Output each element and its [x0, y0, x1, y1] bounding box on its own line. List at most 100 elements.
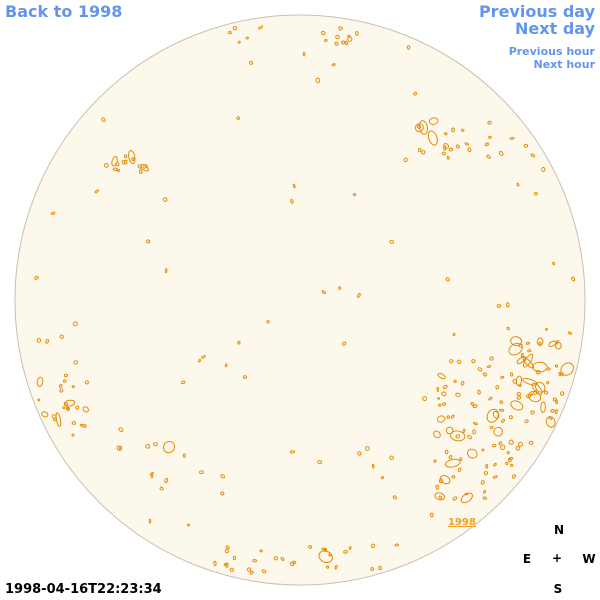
contour-mark	[506, 302, 510, 308]
contour-mark	[153, 442, 158, 447]
contour-mark	[224, 563, 229, 568]
contour-mark	[224, 548, 230, 554]
contour-mark	[422, 396, 428, 402]
contour-mark	[484, 142, 489, 147]
contour-mark	[482, 496, 487, 500]
contour-mark	[220, 474, 226, 479]
contour-mark	[445, 426, 454, 435]
contour-mark	[121, 160, 126, 165]
contour-mark	[242, 375, 248, 379]
contour-mark	[525, 341, 531, 345]
contour-mark	[510, 372, 514, 377]
contour-mark	[237, 40, 241, 44]
next-hour-link[interactable]: Next hour	[533, 58, 596, 71]
contour-mark	[82, 406, 89, 413]
contour-mark	[438, 403, 442, 407]
contour-mark	[510, 336, 523, 347]
contour-mark	[444, 449, 449, 455]
contour-mark	[530, 393, 534, 396]
contour-mark	[228, 30, 232, 35]
contour-mark	[467, 147, 472, 153]
contour-mark	[128, 149, 136, 165]
contour-mark	[534, 191, 538, 196]
contour-mark	[552, 261, 556, 266]
contour-mark	[441, 151, 446, 156]
contour-mark	[434, 492, 446, 501]
contour-mark	[302, 52, 306, 57]
contour-mark	[506, 326, 510, 331]
contour-mark	[541, 167, 546, 172]
contour-mark	[370, 567, 375, 571]
contour-mark	[63, 399, 76, 407]
contour-mark	[72, 321, 78, 327]
contour-mark	[487, 120, 492, 125]
next-day-link[interactable]: Next day	[515, 19, 595, 38]
contour-mark	[51, 414, 57, 419]
contour-mark	[321, 547, 327, 551]
contour-mark	[522, 357, 535, 369]
contour-mark	[36, 376, 44, 387]
contour-mark	[433, 430, 441, 439]
contour-mark	[496, 304, 502, 308]
contour-mark	[486, 154, 491, 159]
region-label-link[interactable]: 1998	[448, 517, 476, 528]
contour-mark	[482, 372, 488, 377]
contour-mark	[37, 398, 41, 402]
contour-mark	[446, 415, 451, 419]
contour-mark	[118, 427, 124, 432]
contour-mark	[524, 419, 529, 424]
contour-mark	[145, 443, 151, 449]
contour-mark	[492, 443, 497, 448]
contour-mark	[389, 455, 394, 460]
contour-mark	[225, 545, 230, 550]
contour-mark	[328, 553, 332, 557]
contour-mark	[325, 565, 330, 569]
contour-mark	[445, 277, 450, 282]
contour-mark	[71, 385, 75, 389]
contour-mark	[249, 570, 254, 575]
contour-mark	[516, 182, 520, 187]
previous-hour-link[interactable]: Previous hour	[508, 45, 595, 58]
contour-mark	[452, 333, 456, 336]
contour-mark	[421, 150, 426, 155]
contour-mark	[489, 356, 494, 361]
contour-mark	[470, 401, 475, 406]
contour-mark	[508, 439, 514, 445]
back-to-year-link[interactable]: Back to 1998	[5, 2, 123, 21]
contour-mark	[516, 395, 522, 400]
contour-mark	[261, 569, 267, 574]
contour-mark	[331, 63, 336, 67]
contour-mark	[488, 135, 492, 139]
contour-mark	[65, 406, 70, 411]
contour-mark	[498, 441, 502, 446]
contour-mark	[237, 340, 241, 345]
previous-day-link[interactable]: Previous day	[478, 2, 595, 21]
contour-mark	[455, 434, 461, 439]
contour-mark	[459, 457, 463, 461]
contour-mark	[540, 401, 546, 413]
compass-north-label: N	[553, 523, 565, 537]
contour-mark	[477, 367, 483, 372]
contour-mark	[442, 384, 448, 389]
contour-mark	[45, 338, 50, 344]
contour-mark	[131, 157, 135, 161]
contour-mark	[317, 460, 323, 465]
contour-mark	[138, 169, 143, 174]
contour-mark	[416, 124, 422, 129]
contour-mark	[201, 355, 206, 359]
contour-mark	[528, 440, 534, 445]
contour-mark	[58, 383, 63, 389]
contour-mark	[148, 518, 152, 524]
contour-mark	[318, 550, 333, 564]
contour-mark	[558, 371, 562, 377]
contour-mark	[544, 328, 549, 331]
contour-mark	[354, 31, 359, 36]
contour-mark	[94, 189, 99, 194]
contour-mark	[532, 361, 548, 373]
contour-mark	[213, 560, 217, 567]
contour-mark	[71, 433, 75, 437]
contour-mark	[111, 156, 118, 167]
contour-mark	[455, 392, 461, 397]
contour-mark	[357, 292, 361, 298]
observation-timestamp: 1998-04-16T22:23:34	[5, 582, 162, 597]
